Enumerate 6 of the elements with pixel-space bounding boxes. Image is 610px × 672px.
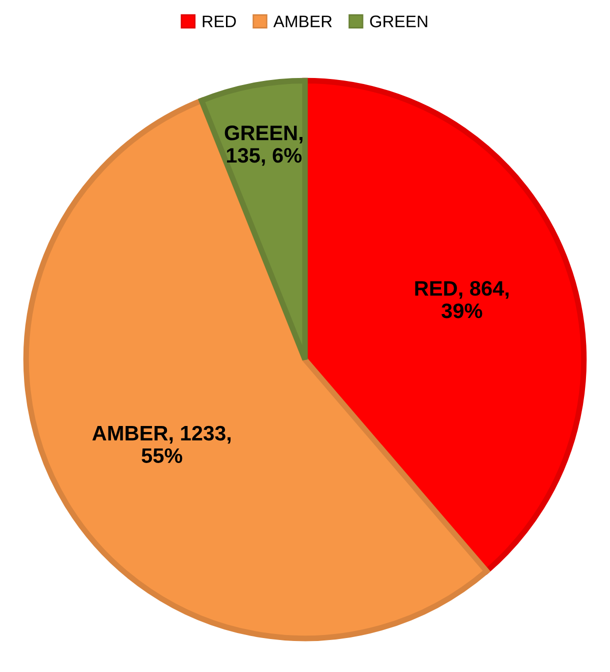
legend-label: RED	[202, 16, 236, 28]
data-label: RED, 864, 39%	[415, 281, 509, 318]
data-label: AMBER, 1233, 55%	[92, 426, 231, 464]
legend-label: AMBER	[273, 16, 332, 28]
data-label: GREEN, 135, 6%	[224, 126, 302, 166]
legend-label: GREEN	[370, 16, 428, 28]
